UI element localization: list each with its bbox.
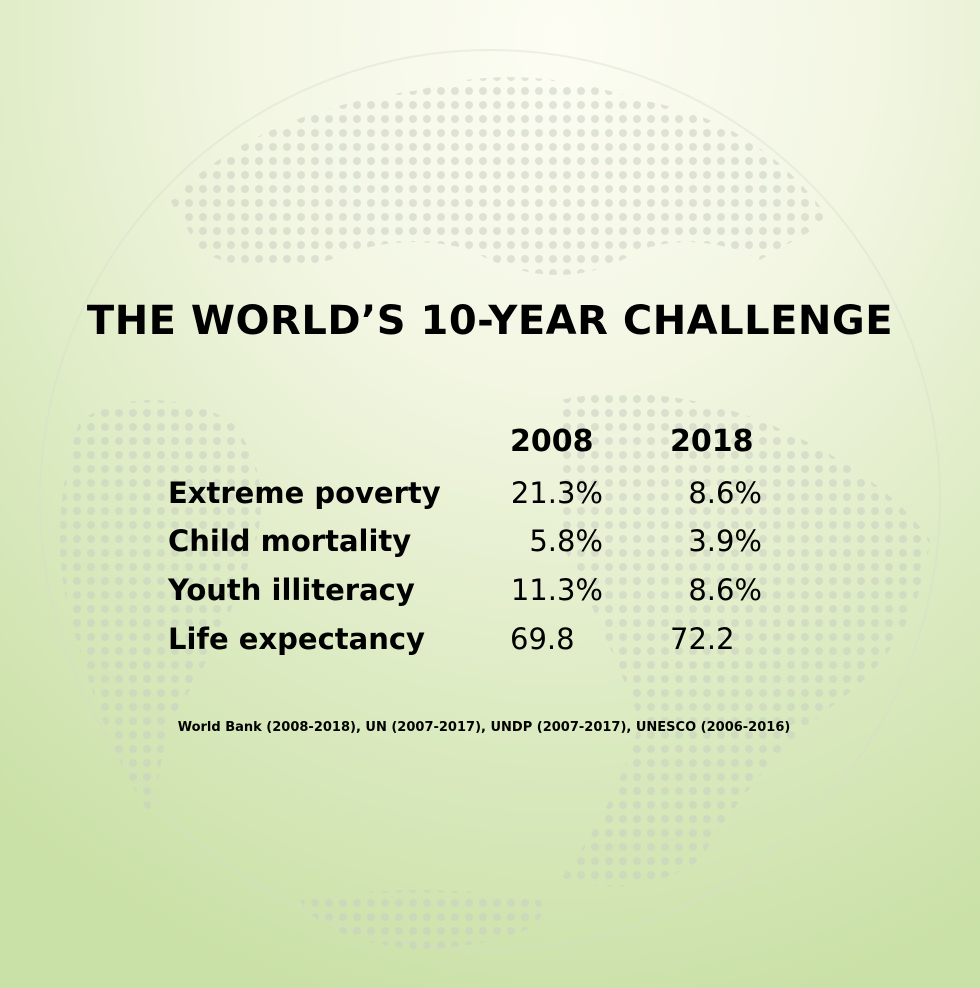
column-header: 2008: [510, 424, 594, 459]
cell: 3.9%: [688, 524, 762, 558]
title: THE WORLD’S 10-YEAR CHALLENGE: [86, 298, 894, 344]
row-label: Youth illiteracy: [168, 573, 415, 607]
source-note: World Bank (2008-2018), UN (2007-2017), …: [177, 720, 791, 735]
cell: 72.2: [670, 622, 735, 656]
cell: 21.3%: [510, 476, 603, 510]
cell: 11.3%: [510, 573, 603, 607]
row-label: Child mortality: [168, 524, 412, 558]
row-label: Extreme poverty: [168, 476, 441, 510]
column-header: 2018: [670, 424, 754, 459]
cell: 5.8%: [529, 524, 603, 558]
row-label: Life expectancy: [168, 622, 425, 656]
cell: 8.6%: [688, 573, 762, 607]
cell: 69.8: [510, 622, 575, 656]
cell: 8.6%: [688, 476, 762, 510]
